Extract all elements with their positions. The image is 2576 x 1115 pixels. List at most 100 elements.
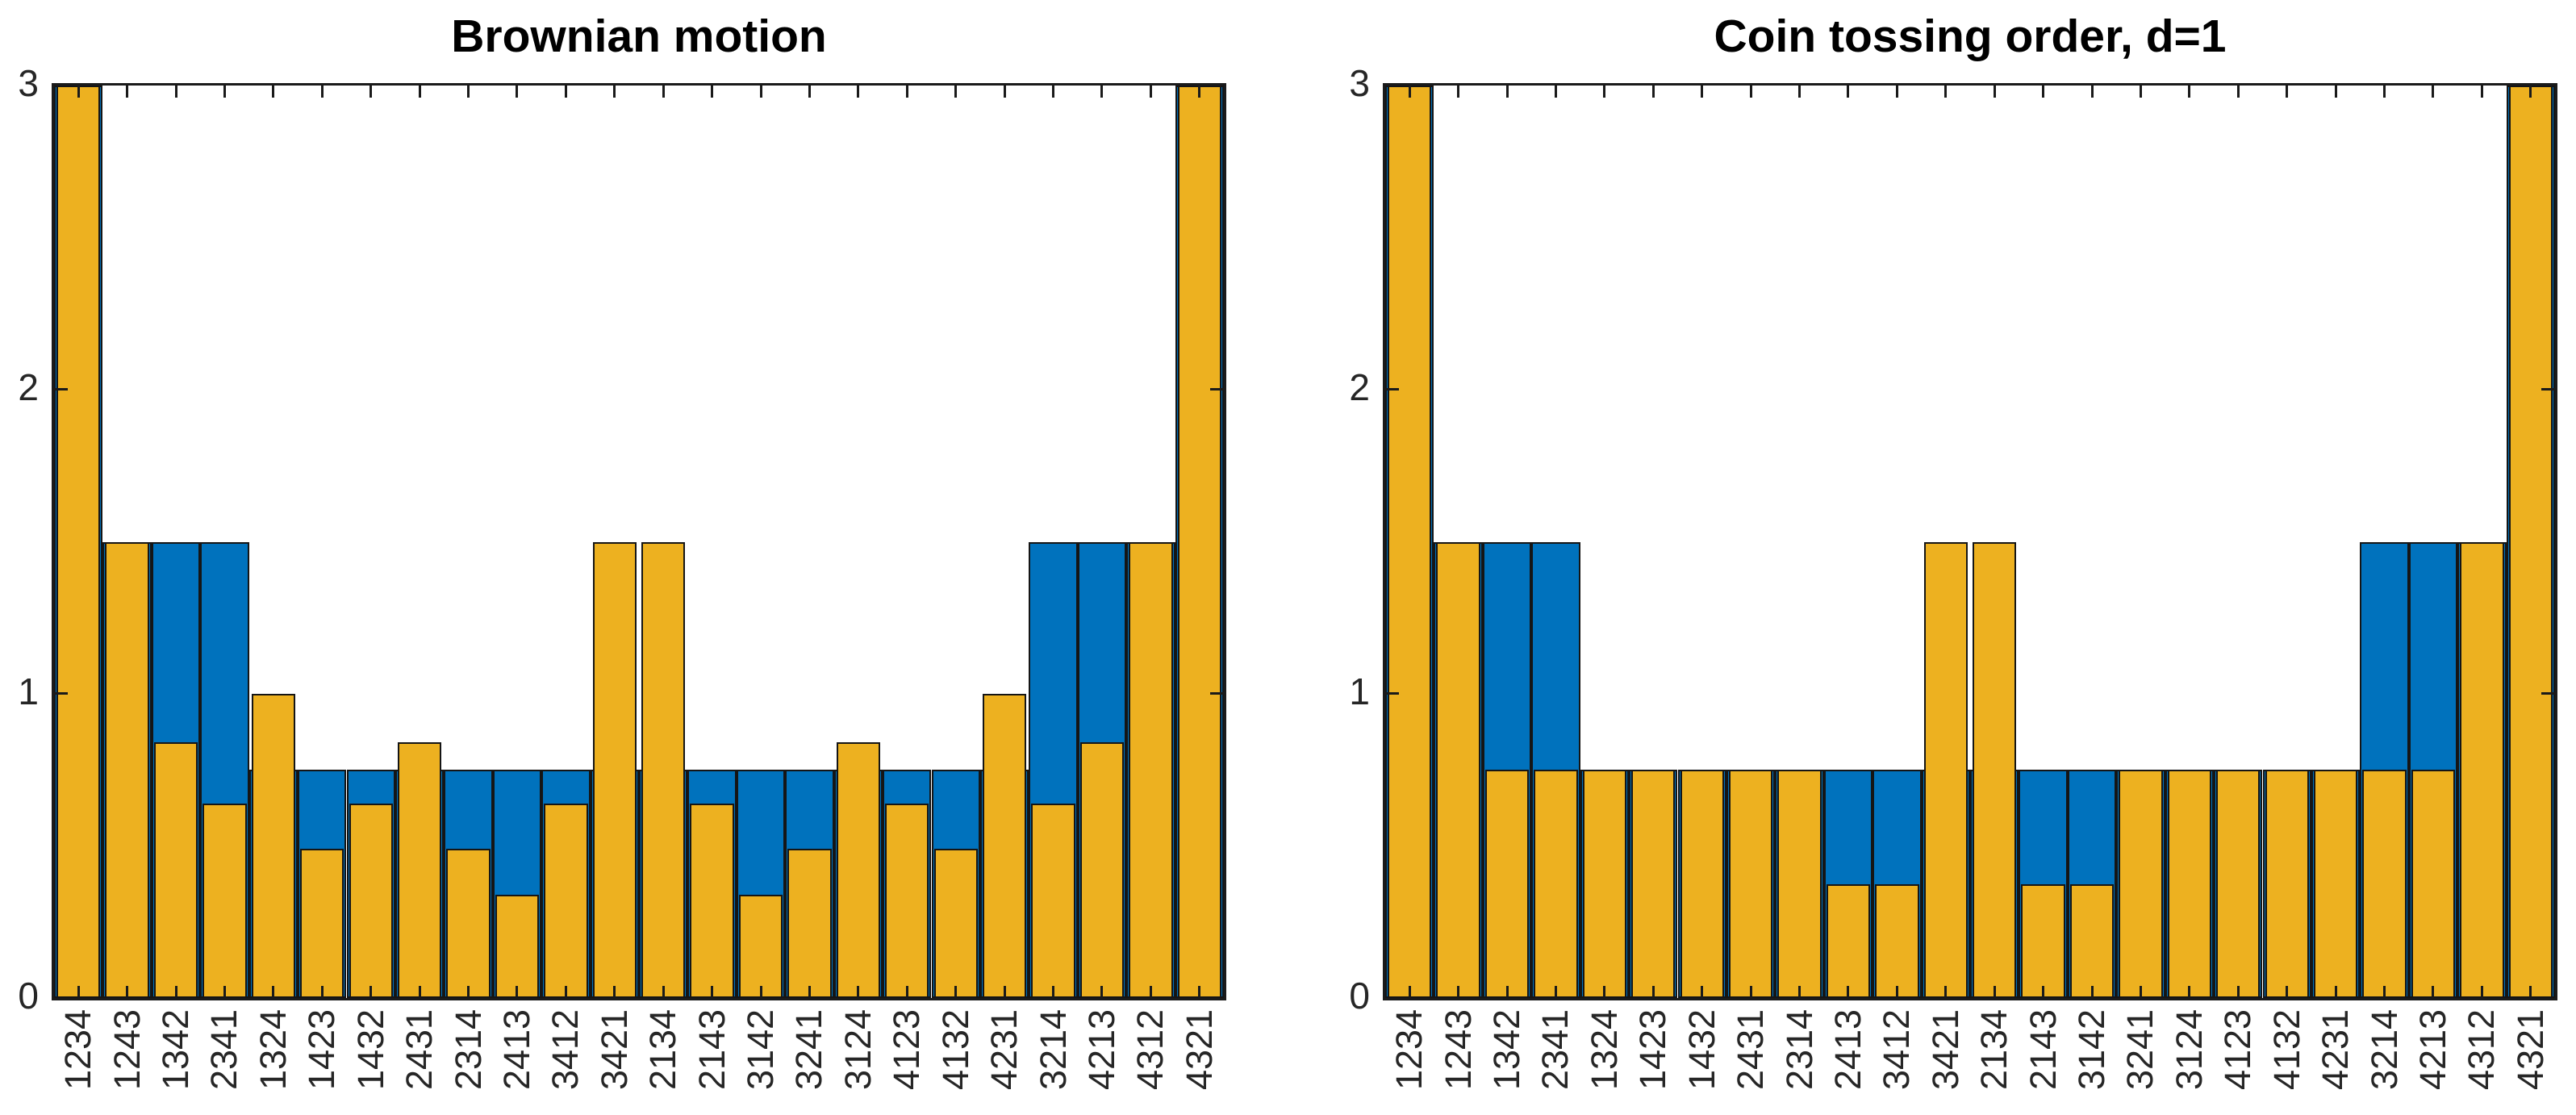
x-tick-bottom (662, 986, 665, 998)
x-tick-label: 1243 (106, 1009, 148, 1091)
brownian-front-yellow-bar-1324 (251, 694, 296, 998)
x-tick-label: 1324 (252, 1009, 294, 1091)
x-tick-bottom (905, 986, 908, 998)
brownian-front-yellow-bar-2341 (202, 803, 247, 998)
x-tick-bottom (711, 986, 714, 998)
coin-tossing-front-yellow-bar-4213 (2411, 770, 2456, 998)
x-tick-bottom (2383, 986, 2386, 998)
reference-back-blue-bar-3241 (2116, 770, 2165, 998)
x-tick-bottom (954, 986, 958, 998)
x-tick-bottom (2042, 986, 2045, 998)
reference-back-blue-bar-2413 (1823, 770, 1873, 998)
x-tick-top (1798, 86, 1802, 98)
coin-tossing-front-yellow-bar-1234 (1388, 86, 1432, 998)
reference-back-blue-bar-2431 (1726, 770, 1776, 998)
coin-tossing-front-yellow-bar-1432 (1680, 770, 1724, 998)
x-tick-top (1847, 86, 1850, 98)
x-tick-top (2042, 86, 2045, 98)
x-tick-label: 1342 (155, 1009, 197, 1091)
x-tick-top (613, 86, 616, 98)
x-tick-bottom (2432, 986, 2435, 998)
x-tick-top (1505, 86, 1509, 98)
x-tick-bottom (1408, 986, 1411, 998)
reference-back-blue-bar-1432 (346, 770, 395, 998)
y-axis-labels: 0 1 2 3 (0, 62, 45, 1017)
x-tick-label: 3241 (2119, 1009, 2161, 1091)
x-tick-bottom (1847, 986, 1850, 998)
reference-back-blue-bar-3124 (2165, 770, 2215, 998)
x-tick-top (905, 86, 908, 98)
coin-tossing-front-yellow-bar-4231 (2313, 770, 2358, 998)
x-tick-top (2090, 86, 2094, 98)
y-tick-left (1385, 692, 1399, 695)
coin-tossing-front-yellow-bar-2431 (1728, 770, 1773, 998)
x-tick-top (516, 86, 519, 98)
x-tick-bottom (2286, 986, 2289, 998)
y-tick-label: 3 (1349, 62, 1370, 104)
reference-back-blue-bar-1342 (1482, 541, 1532, 998)
y-tick-right (1210, 388, 1224, 391)
y-tick-label: 0 (1349, 975, 1370, 1017)
x-tick-bottom (564, 986, 567, 998)
coin-tossing-front-yellow-bar-3124 (2167, 770, 2212, 998)
x-tick-top (467, 86, 470, 98)
brownian-front-yellow-bar-3124 (836, 742, 881, 998)
coin-tossing-front-yellow-bar-1243 (1436, 541, 1480, 998)
x-tick-top (1651, 86, 1655, 98)
x-tick-top (272, 86, 275, 98)
reference-back-blue-bar-2413 (492, 770, 542, 998)
coin-tossing-front-yellow-bar-2314 (1777, 770, 1822, 998)
reference-back-blue-bar-4132 (931, 770, 980, 998)
x-tick-label: 2413 (1827, 1009, 1868, 1091)
x-tick-label: 4312 (1129, 1009, 1171, 1091)
x-tick-top (564, 86, 567, 98)
reference-back-blue-bar-4213 (2408, 541, 2458, 998)
reference-back-blue-bar-3412 (1873, 770, 1922, 998)
x-tick-top (369, 86, 373, 98)
x-tick-bottom (1505, 986, 1509, 998)
x-tick-label: 3421 (1924, 1009, 1966, 1091)
x-tick-label: 3421 (593, 1009, 635, 1091)
x-tick-bottom (2480, 986, 2483, 998)
x-tick-top (662, 86, 665, 98)
x-tick-top (1993, 86, 1996, 98)
coin-tossing-front-yellow-bar-2143 (2021, 883, 2065, 998)
y-tick-label: 3 (18, 62, 39, 104)
x-tick-label: 4213 (2411, 1009, 2453, 1091)
x-tick-top (1944, 86, 1948, 98)
x-tick-bottom (516, 986, 519, 998)
reference-back-blue-bar-4123 (2214, 770, 2263, 998)
y-tick-right (2541, 388, 2555, 391)
x-tick-top (1408, 86, 1411, 98)
x-tick-label: 4321 (2509, 1009, 2551, 1091)
x-tick-label: 1234 (1388, 1009, 1430, 1091)
x-tick-top (418, 86, 421, 98)
coin-tossing-front-yellow-bar-1423 (1631, 770, 1676, 998)
x-tick-bottom (808, 986, 811, 998)
x-tick-label: 1423 (1632, 1009, 1674, 1091)
y-tick-left (54, 692, 68, 695)
x-tick-label: 3412 (545, 1009, 587, 1091)
reference-back-blue-bar-4312 (2457, 541, 2507, 998)
x-tick-label: 1423 (301, 1009, 343, 1091)
coin-tossing-front-yellow-bar-4123 (2216, 770, 2261, 998)
x-tick-bottom (2139, 986, 2142, 998)
x-tick-top (2480, 86, 2483, 98)
x-tick-label: 2341 (1534, 1009, 1576, 1091)
chart-title: Brownian motion (451, 10, 827, 62)
brownian-front-yellow-bar-3214 (1031, 803, 1075, 998)
x-tick-label: 1432 (349, 1009, 391, 1091)
brownian-front-yellow-bar-4231 (982, 694, 1027, 998)
x-tick-label: 4123 (2217, 1009, 2259, 1091)
reference-back-blue-bar-3124 (833, 770, 883, 998)
x-tick-label: 2431 (399, 1009, 440, 1091)
x-tick-top (126, 86, 129, 98)
y-tick-left (1385, 388, 1399, 391)
x-tick-top (1603, 86, 1606, 98)
reference-back-blue-bar-3214 (1029, 541, 1078, 998)
reference-back-blue-bar-1324 (248, 770, 299, 998)
x-tick-bottom (467, 986, 470, 998)
plot-area: 1234 1243 1342 2341 1324 1423 1432 2431 2314 2413… (1383, 83, 2557, 1090)
reference-back-blue-bar-3142 (736, 770, 786, 998)
x-tick-top (954, 86, 958, 98)
